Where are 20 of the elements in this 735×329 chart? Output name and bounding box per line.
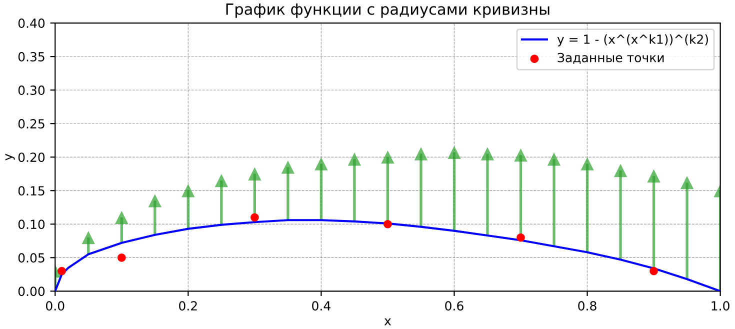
y-tick-label: 0.05: [18, 253, 44, 263]
y-tick-label: 0.25: [18, 119, 44, 129]
y-tick-label: 0.00: [18, 286, 45, 296]
x-tick-label: 0.8: [578, 301, 596, 311]
legend-label: Заданные точки: [558, 52, 664, 64]
y-tick-label: 0.35: [18, 52, 44, 62]
legend-label: y = 1 - (x^(x^k1))^(k2): [557, 34, 708, 46]
y-tick-label: 0.40: [18, 18, 45, 28]
y-tick-label: 0.30: [18, 86, 45, 95]
x-tick-label: 0.6: [445, 301, 464, 311]
y-tick-label: 0.10: [18, 220, 45, 230]
x-tick-label: 0.0: [46, 301, 64, 311]
y-axis-title: y: [5, 154, 15, 160]
x-axis-title: x: [384, 318, 391, 326]
x-tick-label: 1.0: [712, 301, 730, 311]
x-tick-label: 0.2: [179, 301, 197, 311]
y-tick-label: 0.15: [18, 186, 44, 196]
y-tick-label: 0.20: [18, 152, 45, 162]
x-tick-label: 0.4: [312, 301, 330, 311]
chart-title: График функции с радиусами кривизны: [226, 4, 550, 18]
